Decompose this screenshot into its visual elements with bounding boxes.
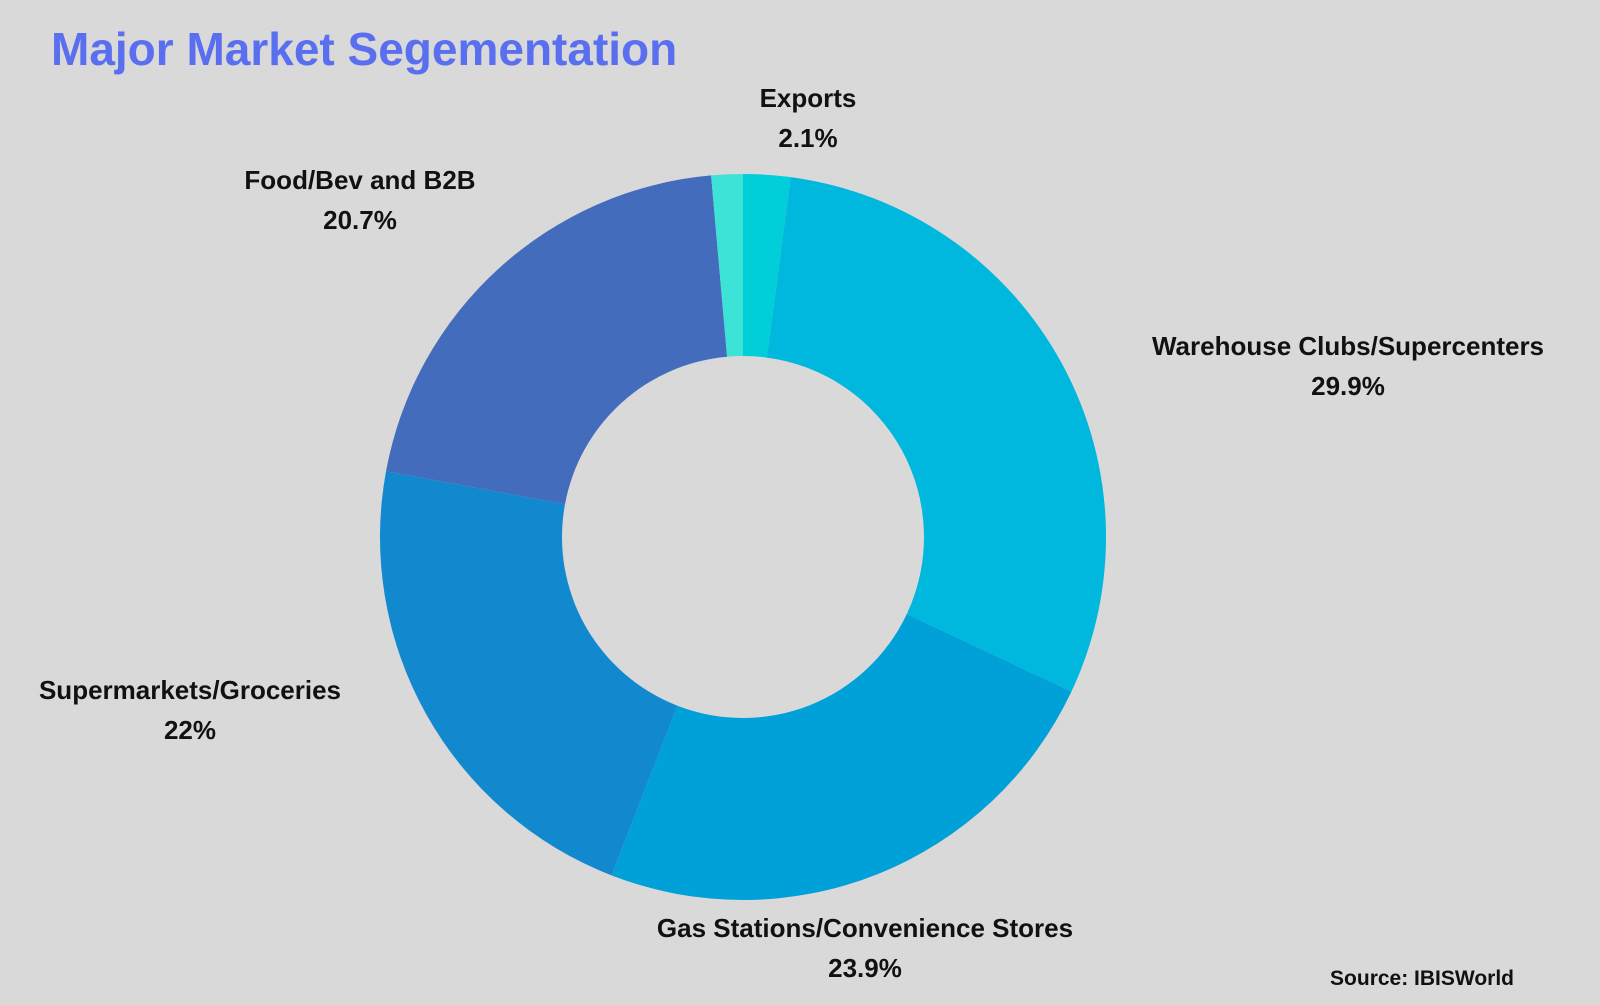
slice-warehouse-clubs-supercenters (766, 177, 1106, 692)
slice-value-label: 2.1% (778, 123, 837, 153)
slice-label: Warehouse Clubs/Supercenters (1152, 331, 1544, 361)
slices-group (379, 174, 1106, 900)
slice-unlabeled (711, 174, 743, 357)
slice-label: Food/Bev and B2B (244, 165, 475, 195)
slice-value-label: 22% (164, 715, 216, 745)
slice-value-label: 20.7% (323, 205, 397, 235)
labels-group: Exports 2.1% Warehouse Clubs/Supercenters 2… (39, 83, 1544, 983)
slice-label: Gas Stations/Convenience Stores (657, 913, 1073, 943)
slice-exports (743, 174, 791, 358)
slice-label: Exports (760, 83, 857, 113)
chart-title: Major Market Segementation (51, 23, 678, 75)
slice-food-bev-and-b2b (386, 175, 728, 505)
slice-gas-stations-convenience-stores (611, 614, 1072, 900)
slice-value-label: 29.9% (1311, 371, 1385, 401)
slice-supermarkets-groceries (379, 471, 678, 876)
slice-value-label: 23.9% (828, 953, 902, 983)
slice-label: Supermarkets/Groceries (39, 675, 341, 705)
source-note: Source: IBISWorld (1330, 967, 1514, 990)
